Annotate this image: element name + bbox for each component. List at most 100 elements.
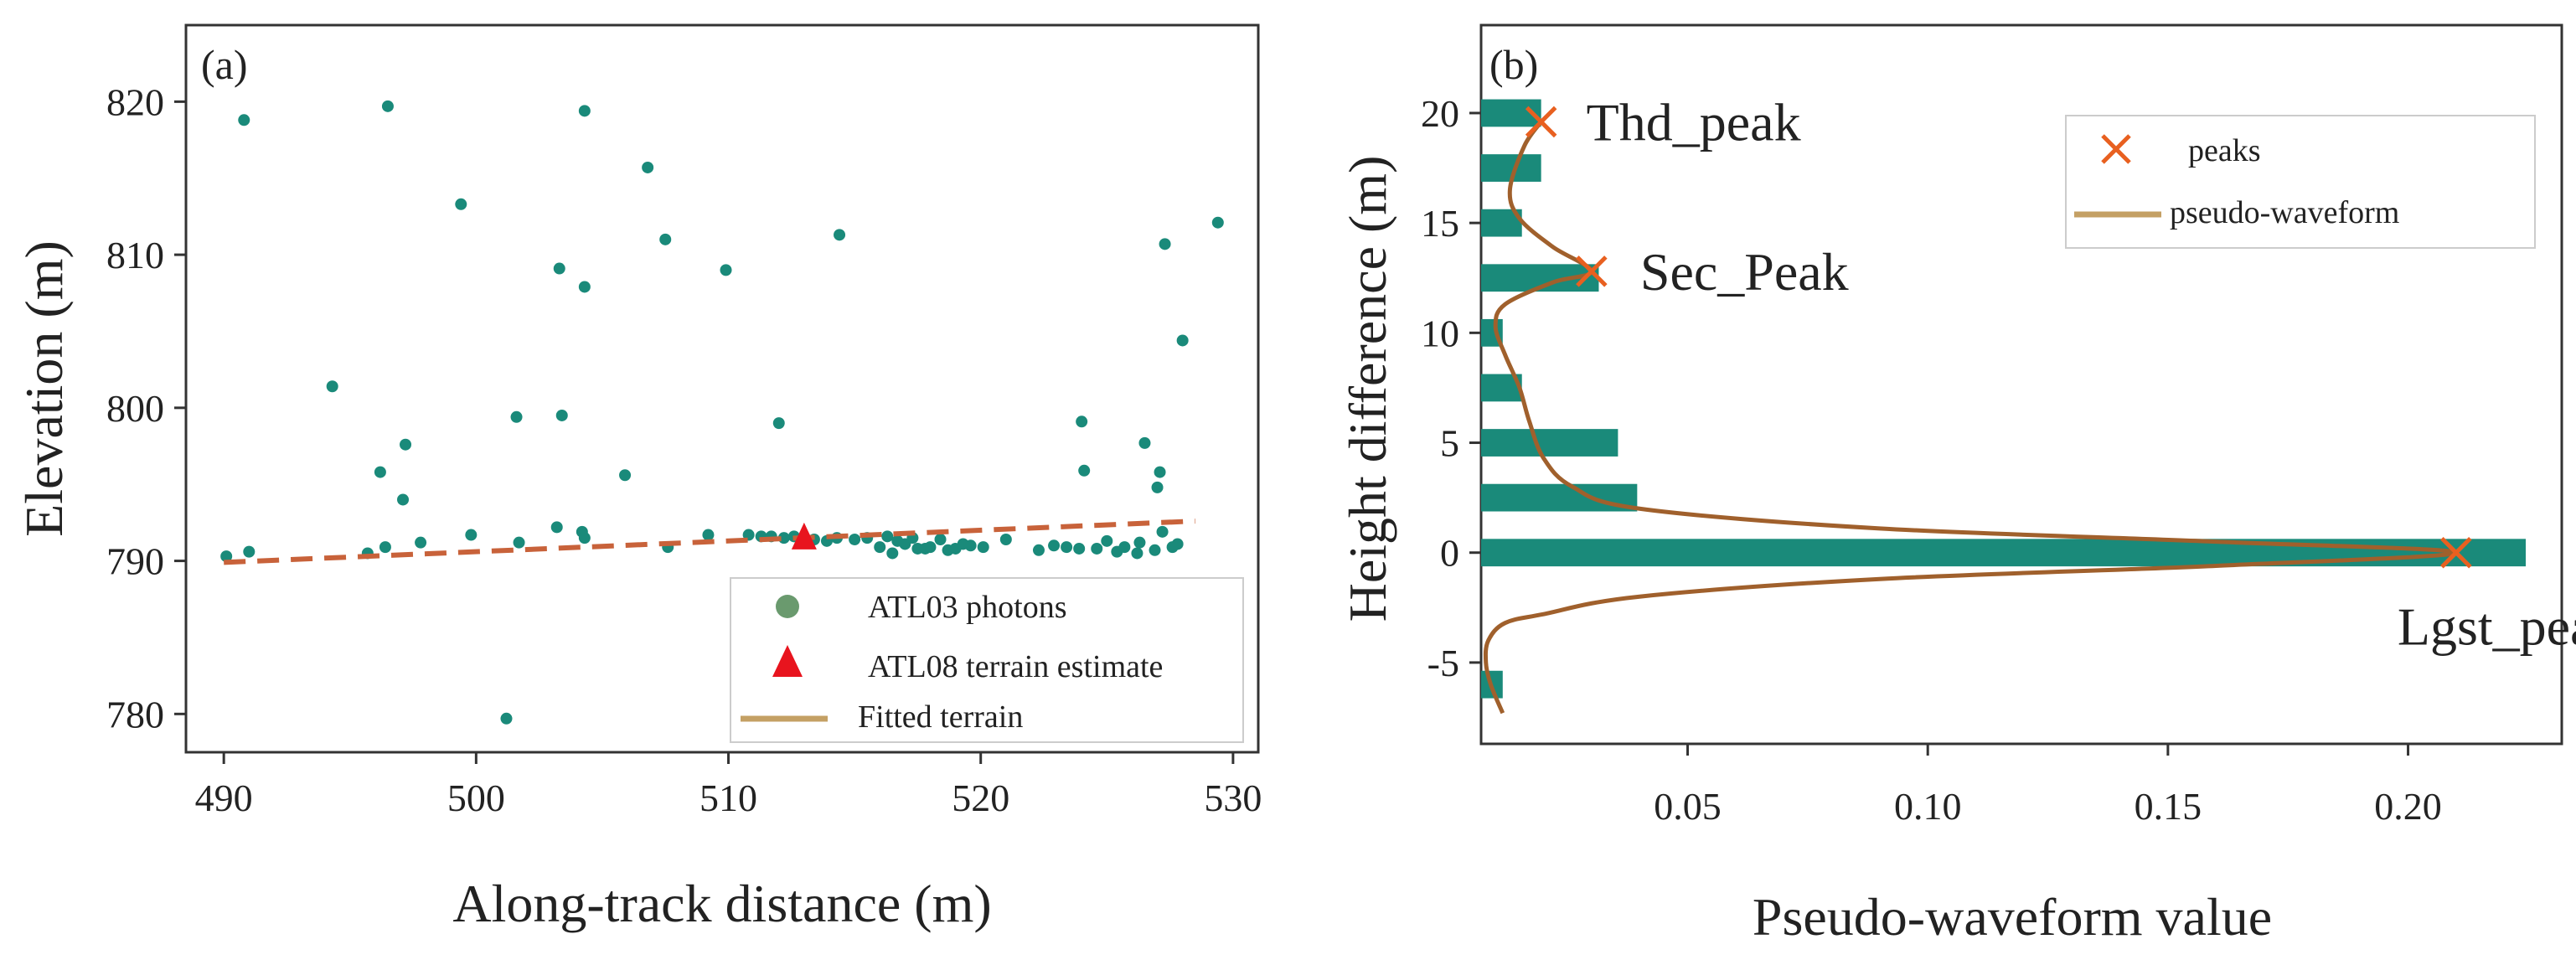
photon-point	[1118, 541, 1131, 554]
panel-a-ylabel: Elevation (m)	[14, 240, 74, 537]
panel-a-ytick-label: 790	[106, 540, 164, 583]
legend-waveform-label: pseudo-waveform	[2170, 195, 2399, 230]
photon-point	[400, 438, 412, 451]
photon-point	[379, 541, 391, 554]
photon-point	[326, 380, 338, 393]
photon-point	[243, 545, 256, 558]
photon-point	[397, 493, 410, 506]
legend-peak-marker	[2101, 134, 2131, 164]
photon-point	[642, 161, 654, 173]
photon-point	[220, 550, 233, 563]
panel-b-ytick-label: -5	[1427, 642, 1459, 684]
photon-point	[1091, 542, 1103, 555]
legend-terrain-estimate-label: ATL08 terrain estimate	[868, 649, 1163, 684]
photon-point	[1101, 534, 1113, 547]
peak-label: Thd_peak	[1587, 92, 1801, 152]
peak-marker	[2440, 536, 2472, 569]
panel-b-ytick-label: 0	[1440, 532, 1459, 575]
legend-fitted-terrain-label: Fitted terrain	[858, 699, 1023, 735]
terrain-estimate-marker	[791, 522, 817, 550]
photon-point	[1151, 481, 1164, 493]
panel-a-ytick-label: 780	[106, 693, 164, 735]
photon-point	[578, 281, 591, 293]
photon-point	[510, 410, 523, 423]
photon-point	[999, 533, 1012, 545]
panel-a-ytick-label: 820	[106, 80, 164, 123]
photon-point	[924, 541, 937, 554]
panel-b-ytick-label: 15	[1421, 202, 1459, 245]
panel-a-xlabel: Along-track distance (m)	[452, 874, 991, 933]
photon-point	[702, 529, 715, 541]
panel-b-ytick-label: 20	[1421, 92, 1459, 135]
panel-b-label: (b)	[1489, 41, 1538, 88]
photon-point	[1138, 436, 1151, 449]
photon-point	[1154, 466, 1166, 478]
photon-point	[1159, 238, 1171, 250]
peak-label: Sec_Peak	[1640, 242, 1849, 302]
panel-a-marks	[220, 100, 1224, 725]
photon-point	[720, 264, 732, 276]
panel-b-xtick-label: 0.05	[1654, 785, 1722, 828]
photon-point	[555, 409, 568, 421]
panel-a-xtick-label: 490	[195, 777, 253, 819]
panel-b-legend: peaks pseudo-waveform	[2065, 115, 2536, 249]
panel-b-xtick-label: 0.20	[2374, 785, 2442, 828]
panel-a-legend: ATL03 photons ATL08 terrain estimate Fit…	[730, 577, 1244, 743]
photon-point	[578, 532, 591, 544]
fitted-terrain-line	[224, 519, 1195, 565]
photon-point	[513, 536, 525, 549]
peak-marker	[1525, 106, 1557, 138]
photon-point	[238, 114, 250, 126]
panel-a-frame	[184, 23, 1260, 754]
panel-a-scatter-chart: (a) 490 500 510 520 530 780 790 800 810 820 Along…	[14, 23, 1262, 933]
photon-point	[374, 466, 386, 478]
photon-point	[881, 530, 894, 543]
panel-a-legend-box	[730, 577, 1244, 743]
photon-point	[1048, 539, 1061, 552]
photon-point	[500, 712, 513, 725]
legend-terrain-estimate-marker	[772, 645, 803, 677]
photon-point	[934, 533, 947, 545]
photon-point	[415, 536, 427, 549]
photon-point	[849, 533, 861, 545]
photon-point	[1073, 542, 1086, 555]
photon-point	[465, 529, 478, 541]
photon-point	[1171, 538, 1184, 550]
photon-point	[381, 100, 394, 112]
panel-b-ylabel: Height difference (m)	[1338, 156, 1397, 622]
panel-a-xtick-label: 510	[699, 777, 757, 819]
panel-b-bar-chart: (b) 0.05 0.10 0.15 0.20 -5 0 5 10 15 20 Thd_peak S…	[1338, 23, 2576, 947]
photon-point	[1211, 216, 1224, 229]
panel-a-label: (a)	[201, 41, 248, 88]
photon-point	[874, 541, 886, 554]
photon-point	[553, 262, 565, 275]
panel-a-xtick-label: 520	[952, 777, 1009, 819]
photon-point	[619, 469, 632, 482]
peak-marker	[1576, 255, 1608, 287]
legend-photon-marker	[776, 595, 799, 618]
peak-label: Lgst_peak	[2398, 597, 2576, 657]
legend-photon-label: ATL03 photons	[868, 590, 1067, 625]
photon-point	[1156, 525, 1169, 538]
photon-point	[550, 521, 563, 534]
panel-b-xtick-label: 0.10	[1894, 785, 1962, 828]
panel-b-legend-box	[2065, 115, 2536, 249]
photon-point	[1078, 464, 1091, 477]
photon-point	[578, 105, 591, 117]
panel-a-ticks: 490 500 510 520 530 780 790 800 810 820	[106, 80, 1262, 819]
pseudo-waveform-line	[1483, 120, 2459, 715]
waveform-bar	[1481, 429, 1618, 457]
photon-point	[1032, 544, 1045, 556]
photon-point	[1149, 544, 1161, 556]
panel-b-xtick-label: 0.15	[2135, 785, 2202, 828]
photon-point	[1061, 541, 1073, 554]
photon-point	[964, 539, 977, 552]
photon-point	[1131, 547, 1143, 560]
photon-point	[886, 547, 899, 560]
photon-point	[455, 198, 467, 210]
waveform-bar	[1481, 483, 1638, 512]
waveform-bar	[1481, 539, 2526, 567]
panel-b-ytick-label: 5	[1440, 422, 1459, 465]
legend-peaks-label: peaks	[2188, 133, 2261, 168]
